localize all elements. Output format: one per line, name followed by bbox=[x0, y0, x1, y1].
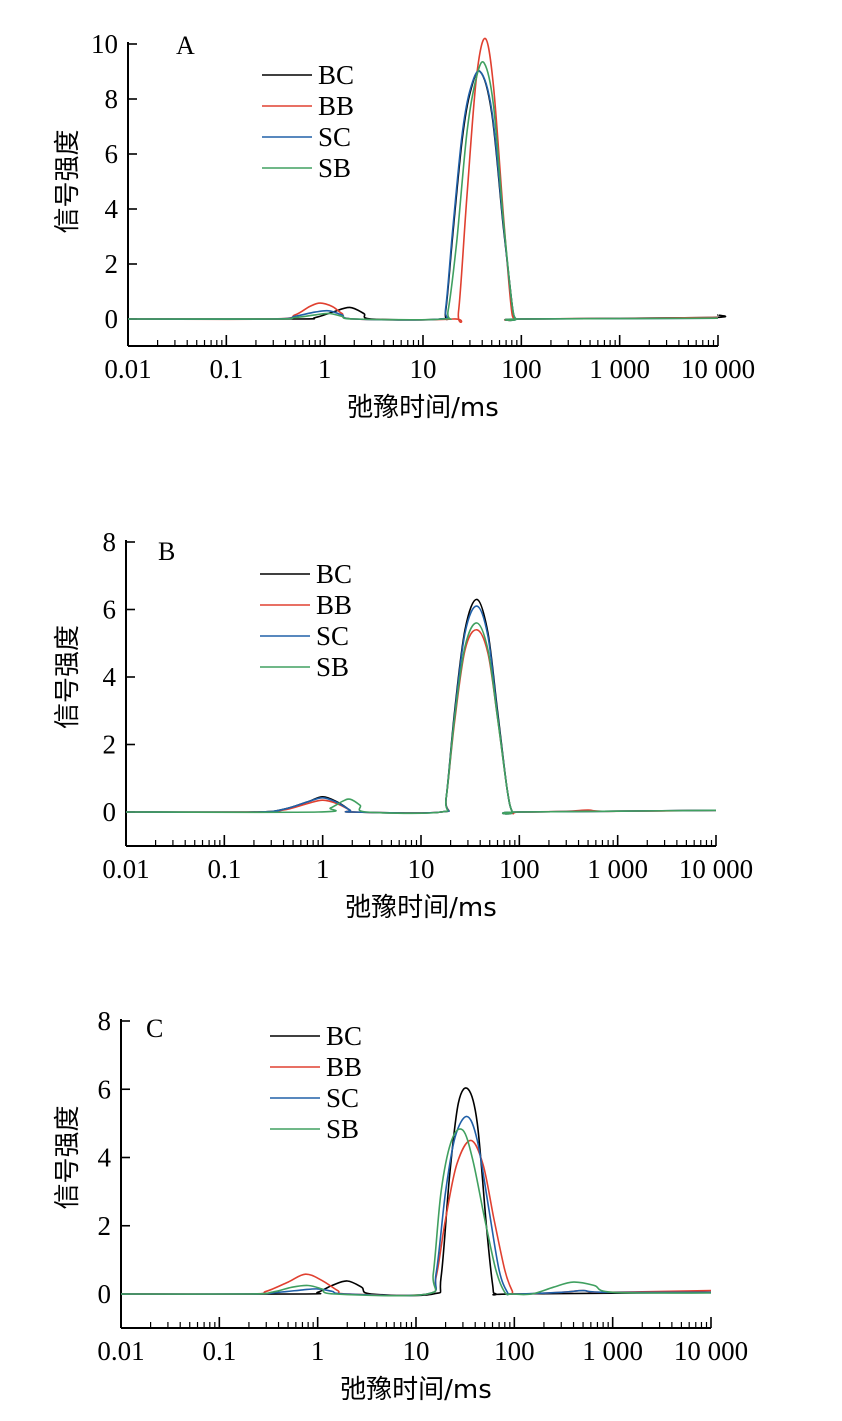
chart-panel-c: 0 2 4 6 8 0.01 0.1 1 10 100 1 000 10 000 弛豫时间/ms 信号强度… bbox=[53, 1006, 748, 1405]
chart-panel-b: 0 2 4 6 8 0.01 0.1 1 10 100 1 000 10 000 弛豫时间/ms 信号强度… bbox=[53, 527, 753, 923]
panel-label: A bbox=[176, 31, 195, 60]
legend-label: BB bbox=[318, 91, 354, 121]
legend-label: SB bbox=[326, 1114, 359, 1144]
x-tick-label: 0.1 bbox=[202, 1336, 236, 1366]
legend-label: SC bbox=[318, 122, 351, 152]
legend-label: BC bbox=[316, 559, 352, 589]
y-tick-label: 6 bbox=[98, 1074, 112, 1104]
y-tick-label: 2 bbox=[105, 249, 119, 279]
legend-label: SC bbox=[316, 621, 349, 651]
x-tick-label: 10 000 bbox=[674, 1336, 748, 1366]
x-tick-label: 100 bbox=[501, 354, 542, 384]
x-axis-title: 弛豫时间/ms bbox=[340, 1375, 492, 1405]
legend-label: SC bbox=[326, 1083, 359, 1113]
legend-label: BB bbox=[326, 1052, 362, 1082]
legend-label: BB bbox=[316, 590, 352, 620]
x-axis-title: 弛豫时间/ms bbox=[347, 393, 499, 423]
y-tick-label: 4 bbox=[105, 194, 119, 224]
series-line-bc bbox=[125, 598, 717, 815]
x-tick-label: 10 bbox=[408, 854, 435, 884]
y-tick-label: 6 bbox=[103, 595, 117, 625]
x-tick-label: 1 bbox=[311, 1336, 325, 1366]
series-line-sb bbox=[120, 1128, 712, 1297]
series-line-sc bbox=[125, 605, 717, 815]
x-tick-label: 10 000 bbox=[681, 354, 755, 384]
x-tick-label: 1 000 bbox=[589, 354, 650, 384]
x-tick-label: 0.01 bbox=[97, 1336, 144, 1366]
panel-label: B bbox=[158, 537, 175, 566]
series-line-bb bbox=[125, 628, 717, 815]
legend-label: BC bbox=[326, 1021, 362, 1051]
x-tick-label: 1 000 bbox=[587, 854, 648, 884]
series-line-bb bbox=[127, 37, 719, 323]
series-line-sc bbox=[120, 1115, 712, 1297]
panel-label: C bbox=[146, 1014, 163, 1043]
x-axis-title: 弛豫时间/ms bbox=[345, 893, 497, 923]
chart-panel-a: 0 2 4 6 8 10 0.01 0.1 1 10 100 1 000 10 000 弛豫时间/ms 信号… bbox=[53, 29, 755, 423]
x-tick-label: 100 bbox=[499, 854, 540, 884]
y-tick-label: 8 bbox=[98, 1006, 112, 1036]
x-tick-label: 0.1 bbox=[209, 354, 243, 384]
y-tick-label: 0 bbox=[98, 1279, 112, 1309]
y-tick-label: 8 bbox=[105, 84, 119, 114]
legend-label: BC bbox=[318, 60, 354, 90]
y-tick-label: 4 bbox=[98, 1143, 112, 1173]
x-tick-label: 1 bbox=[316, 854, 330, 884]
y-tick-label: 8 bbox=[103, 527, 117, 557]
y-tick-label: 0 bbox=[103, 797, 117, 827]
legend-label: SB bbox=[316, 652, 349, 682]
x-tick-label: 0.01 bbox=[104, 354, 151, 384]
y-tick-label: 6 bbox=[105, 139, 119, 169]
series-line-bc bbox=[120, 1087, 712, 1297]
y-axis-title: 信号强度 bbox=[53, 625, 83, 729]
y-tick-label: 10 bbox=[91, 29, 118, 59]
y-axis-title: 信号强度 bbox=[53, 129, 83, 233]
legend-label: SB bbox=[318, 153, 351, 183]
series-line-bc bbox=[127, 70, 727, 322]
y-tick-label: 4 bbox=[103, 662, 117, 692]
x-tick-label: 10 000 bbox=[679, 854, 753, 884]
y-tick-label: 2 bbox=[103, 730, 117, 760]
x-tick-label: 10 bbox=[410, 354, 437, 384]
series-line-sc bbox=[127, 70, 719, 322]
x-tick-label: 1 000 bbox=[582, 1336, 643, 1366]
series-line-sb bbox=[125, 622, 717, 815]
y-tick-label: 0 bbox=[105, 304, 119, 334]
series-line-sb bbox=[127, 61, 719, 322]
x-tick-label: 0.01 bbox=[102, 854, 149, 884]
y-tick-label: 2 bbox=[98, 1211, 112, 1241]
y-axis-title: 信号强度 bbox=[53, 1105, 83, 1209]
x-tick-label: 100 bbox=[494, 1336, 535, 1366]
x-tick-label: 1 bbox=[318, 354, 332, 384]
x-tick-label: 10 bbox=[403, 1336, 430, 1366]
x-tick-label: 0.1 bbox=[207, 854, 241, 884]
series-line-bb bbox=[120, 1139, 712, 1297]
